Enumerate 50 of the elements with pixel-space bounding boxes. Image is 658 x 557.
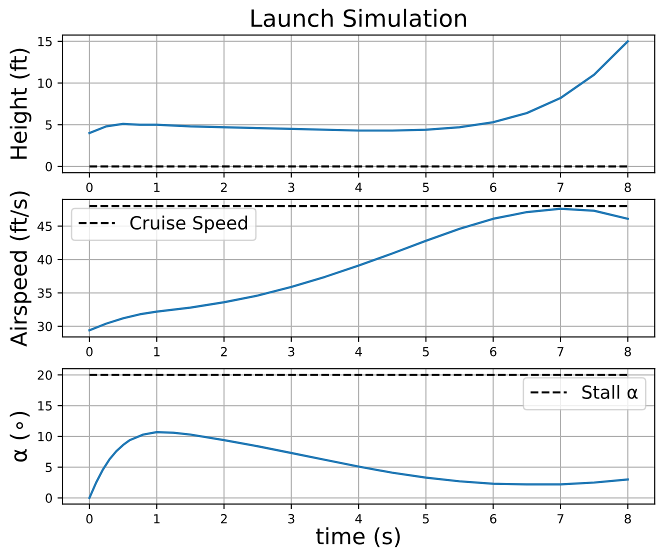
y-tick-label: 15 [38, 36, 52, 46]
y-tick-label: 20 [38, 370, 52, 380]
x-tick-label: 0 [86, 514, 93, 524]
y-axis-title: Airspeed (ft/s) [10, 191, 32, 347]
line-series [88, 40, 629, 134]
x-tick-label: 1 [154, 514, 160, 524]
x-tick-label: 1 [154, 182, 160, 192]
x-tick-label: 1 [154, 347, 160, 356]
x-tick-label: 0 [86, 182, 93, 192]
y-tick-label: 5 [46, 120, 52, 130]
x-tick-label: 4 [355, 347, 362, 356]
y-tick-label: 10 [38, 78, 52, 88]
chart-title: Launch Simulation [252, 8, 466, 28]
x-tick-label: 6 [490, 182, 496, 192]
x-tick-label: 5 [422, 514, 429, 524]
x-tick-label: 5 [422, 347, 429, 356]
x-tick-label: 3 [288, 346, 294, 356]
x-tick-label: 6 [490, 346, 496, 356]
x-tick-label: 2 [220, 514, 227, 524]
x-tick-label: 4 [355, 514, 362, 524]
x-tick-label: 8 [624, 514, 631, 524]
y-tick-label: 0 [46, 493, 52, 503]
x-tick-label: 5 [422, 182, 429, 192]
x-tick-label: 8 [624, 346, 631, 356]
x-tick-label: 2 [220, 346, 227, 356]
y-tick-label: 5 [46, 462, 52, 472]
x-tick-label: 3 [288, 514, 294, 524]
y-tick-label: 10 [38, 432, 52, 442]
x-tick-label: 0 [86, 346, 93, 356]
y-tick-label: 35 [38, 288, 52, 298]
line-series [88, 430, 629, 500]
y-axis-title: Height (ft) [10, 48, 32, 159]
y-axis-title: α (∘) [10, 412, 30, 462]
line-series [88, 208, 629, 332]
legend-label: Stall α [582, 384, 638, 399]
x-tick-label: 2 [220, 182, 227, 192]
y-tick-label: 45 [37, 222, 52, 232]
x-tick-label: 7 [558, 347, 564, 356]
x-tick-label: 7 [558, 514, 564, 524]
x-tick-label: 8 [624, 182, 631, 192]
x-tick-label: 7 [558, 182, 564, 192]
x-axis-title: time (s) [316, 527, 400, 548]
legend-label: Cruise Speed [130, 216, 248, 234]
x-tick-label: 6 [490, 514, 496, 524]
x-tick-label: 3 [288, 182, 294, 192]
y-tick-label: 0 [46, 162, 52, 172]
y-tick-label: 40 [37, 254, 52, 264]
y-tick-label: 15 [38, 401, 52, 411]
y-tick-label: 30 [38, 322, 52, 332]
x-tick-label: 4 [355, 182, 362, 192]
